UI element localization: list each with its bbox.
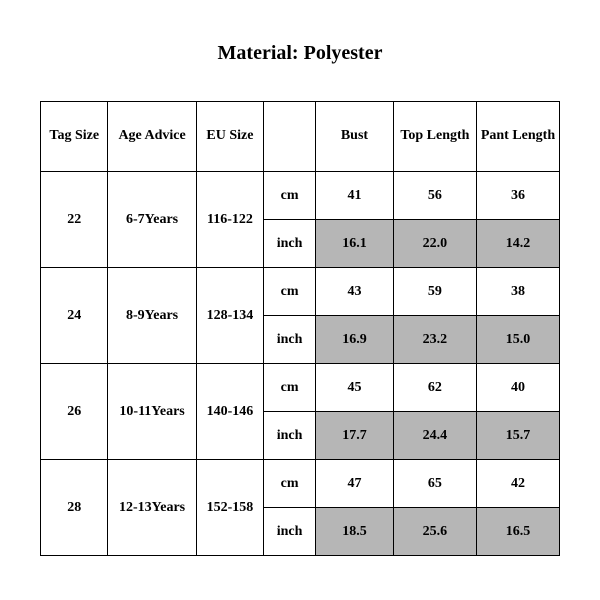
cell-unit-inch: inch [264, 316, 316, 364]
header-bust: Bust [316, 102, 394, 172]
cell-bust: 43 [316, 268, 394, 316]
table-row: 28 12-13Years 152-158 cm 47 65 42 [41, 460, 560, 508]
cell-unit-cm: cm [264, 460, 316, 508]
cell-eu: 140-146 [196, 364, 263, 460]
cell-pant: 15.7 [476, 412, 559, 460]
cell-pant: 40 [476, 364, 559, 412]
cell-eu: 116-122 [196, 172, 263, 268]
cell-top: 59 [393, 268, 476, 316]
header-tag-size: Tag Size [41, 102, 108, 172]
cell-age: 10-11Years [108, 364, 196, 460]
table-row: 26 10-11Years 140-146 cm 45 62 40 [41, 364, 560, 412]
cell-pant: 42 [476, 460, 559, 508]
header-row: Tag Size Age Advice EU Size Bust Top Len… [41, 102, 560, 172]
cell-unit-inch: inch [264, 412, 316, 460]
page-title: Material: Polyester [0, 0, 600, 101]
table-row: 22 6-7Years 116-122 cm 41 56 36 [41, 172, 560, 220]
cell-tag: 26 [41, 364, 108, 460]
cell-bust: 16.1 [316, 220, 394, 268]
cell-tag: 28 [41, 460, 108, 556]
cell-unit-inch: inch [264, 220, 316, 268]
cell-pant: 14.2 [476, 220, 559, 268]
cell-bust: 16.9 [316, 316, 394, 364]
header-age-advice: Age Advice [108, 102, 196, 172]
cell-tag: 24 [41, 268, 108, 364]
cell-pant: 38 [476, 268, 559, 316]
cell-top: 24.4 [393, 412, 476, 460]
cell-bust: 45 [316, 364, 394, 412]
cell-pant: 16.5 [476, 508, 559, 556]
cell-bust: 18.5 [316, 508, 394, 556]
cell-pant: 15.0 [476, 316, 559, 364]
cell-age: 8-9Years [108, 268, 196, 364]
cell-top: 22.0 [393, 220, 476, 268]
cell-bust: 41 [316, 172, 394, 220]
cell-unit-cm: cm [264, 268, 316, 316]
table-row: 24 8-9Years 128-134 cm 43 59 38 [41, 268, 560, 316]
cell-top: 56 [393, 172, 476, 220]
size-table-body: 22 6-7Years 116-122 cm 41 56 36 inch 16.… [41, 172, 560, 556]
cell-age: 12-13Years [108, 460, 196, 556]
cell-tag: 22 [41, 172, 108, 268]
header-unit [264, 102, 316, 172]
header-pant-length: Pant Length [476, 102, 559, 172]
cell-pant: 36 [476, 172, 559, 220]
cell-unit-cm: cm [264, 364, 316, 412]
cell-top: 65 [393, 460, 476, 508]
size-table: Tag Size Age Advice EU Size Bust Top Len… [40, 101, 560, 556]
cell-bust: 17.7 [316, 412, 394, 460]
size-table-container: Tag Size Age Advice EU Size Bust Top Len… [0, 101, 600, 556]
header-eu-size: EU Size [196, 102, 263, 172]
cell-top: 62 [393, 364, 476, 412]
cell-unit-cm: cm [264, 172, 316, 220]
header-top-length: Top Length [393, 102, 476, 172]
cell-eu: 128-134 [196, 268, 263, 364]
cell-eu: 152-158 [196, 460, 263, 556]
cell-top: 25.6 [393, 508, 476, 556]
cell-bust: 47 [316, 460, 394, 508]
cell-unit-inch: inch [264, 508, 316, 556]
cell-age: 6-7Years [108, 172, 196, 268]
cell-top: 23.2 [393, 316, 476, 364]
